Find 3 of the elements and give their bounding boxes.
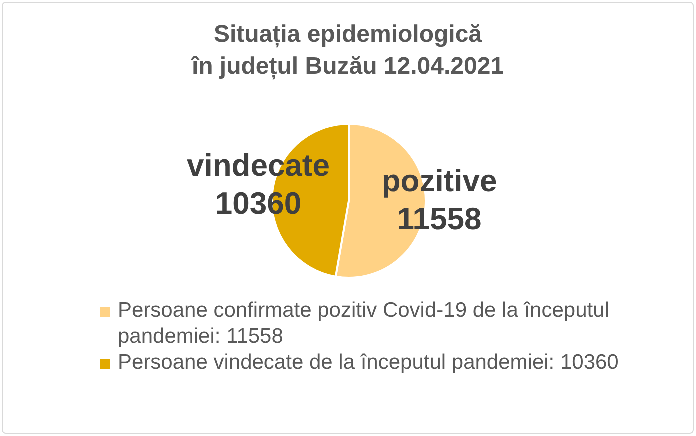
legend-label: Persoane confirmate pozitiv Covid-19 de la începutul pandemiei: 11558 <box>118 298 610 350</box>
legend-label: Persoane vindecate de la începutul pandemiei: 10360 <box>118 350 619 376</box>
chart-title: Situația epidemiologică în județul Buzău 12.04.2021 <box>192 21 504 80</box>
